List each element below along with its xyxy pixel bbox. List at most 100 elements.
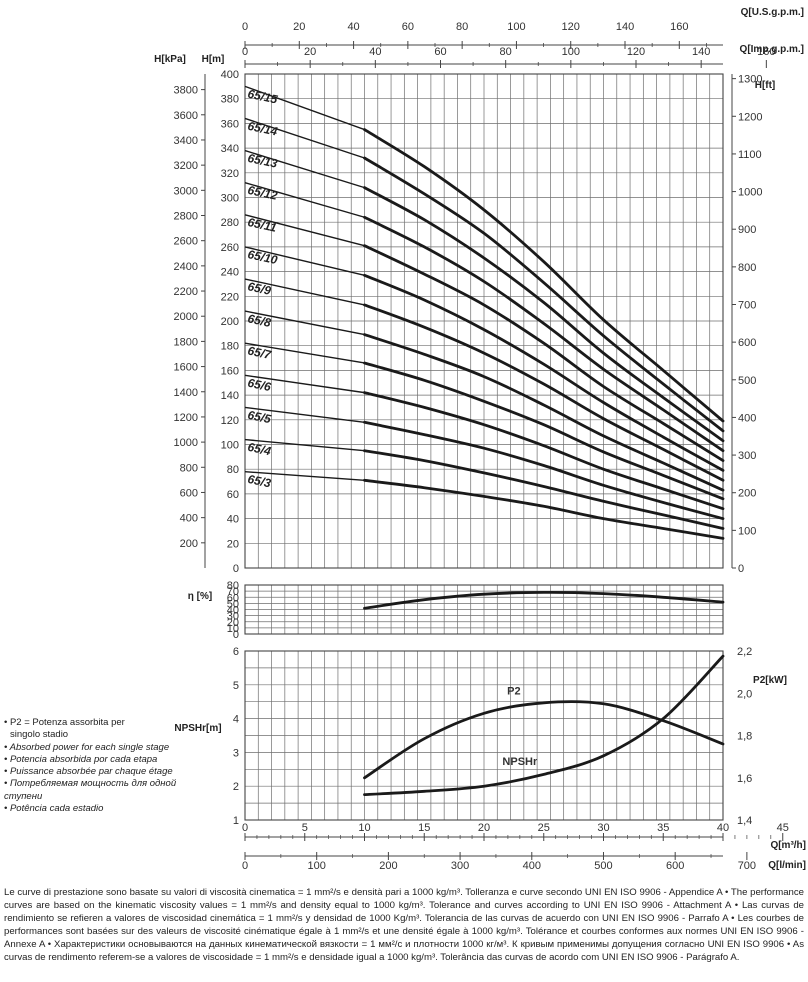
head-kpa-axis-label: H[kPa] [154,54,186,65]
flow-tick-label: 160 [757,46,775,58]
eff-axis-label: η [%] [188,591,212,602]
eff-tick: 40 [227,605,239,617]
lmin-axis-label: Q[l/min] [768,860,806,871]
flow-tick-label: 80 [456,21,468,33]
flow-tick-label: 40 [369,46,381,58]
flow-tick-label: 60 [402,21,414,33]
p2-tick: 1,8 [737,731,752,743]
head-curve-thin-65-15 [244,85,365,131]
flow-tick-label: 300 [451,860,469,872]
flow-tick-label: 0 [242,46,248,58]
eff-tick: 50 [227,598,239,610]
head-curve-65-3 [363,478,725,540]
m3h-axis-label: Q[m³/h] [770,840,806,851]
head-ft-axis-label: H[ft] [755,80,776,91]
npshr-curve-label: NPSHr [502,756,538,768]
npsh-tick: 4 [233,714,239,726]
series-label: 65/15 [246,87,279,107]
flow-tick-label: 10 [358,822,370,834]
head-curve-65-7 [363,361,725,501]
series-label: 65/6 [246,376,272,395]
legend-line: • Потребляемая мощность для одной ступен… [4,778,177,802]
flow-tick-label: 500 [594,860,612,872]
p2-curve [363,700,725,780]
npsh-tick: 2 [233,781,239,793]
head-ft-tick: 100 [738,525,756,537]
head-curve-65-5 [363,420,725,520]
curves [244,85,725,796]
head-m-tick: 0 [233,563,239,575]
flow-tick-label: 600 [666,860,684,872]
flow-tick-label: 35 [657,822,669,834]
head-m-tick: 280 [221,217,239,229]
plot-frames [201,41,784,860]
legend-line: • Potencia absorbida por cada etapa [4,753,158,765]
flow-tick-label: 5 [302,822,308,834]
flow-tick-label: 45 [777,822,789,834]
flow-tick-label: 80 [500,46,512,58]
flow-tick-label: 20 [293,21,305,33]
flow-tick-label: 140 [692,46,710,58]
npsh-axis-label: NPSHr[m] [174,723,221,734]
head-ft-tick: 0 [738,563,744,575]
head-ft-tick: 1100 [738,149,762,161]
head-curve-thin-65-7 [244,342,365,364]
head-ft-tick: 600 [738,337,756,349]
head-curve-65-15 [363,128,725,423]
head-ft-tick: 1300 [738,74,762,86]
series-label: 65/12 [246,183,279,203]
eff-tick: 20 [227,617,239,629]
head-kpa-tick: 3000 [174,185,198,197]
head-m-axis-label: H[m] [202,54,225,65]
impgpm-axis-label: Q[Imp.g.p.m.] [740,44,804,55]
flow-tick-label: 15 [418,822,430,834]
flow-tick-label: 120 [627,46,645,58]
head-curve-thin-65-8 [244,310,365,336]
efficiency-curve [363,590,725,610]
head-m-tick: 180 [221,341,239,353]
head-ft-tick: 400 [738,412,756,424]
eff-tick: 70 [227,586,239,598]
flow-tick-label: 200 [379,860,397,872]
head-m-tick: 20 [227,538,239,550]
head-m-tick: 320 [221,168,239,180]
flow-tick-label: 140 [616,21,634,33]
head-curve-65-13 [363,186,725,443]
head-m-tick: 360 [221,118,239,130]
head-kpa-tick: 800 [180,462,198,474]
head-kpa-tick: 1400 [174,387,198,399]
p2-tick: 1,6 [737,773,752,785]
head-curve-65-10 [363,273,725,472]
head-kpa-tick: 1600 [174,362,198,374]
head-ft-tick: 500 [738,375,756,387]
p2-tick: 2,0 [737,688,752,700]
head-curve-65-4 [363,449,725,530]
series-label: 65/10 [246,247,279,267]
head-kpa-tick: 600 [180,487,198,499]
flow-tick-label: 160 [670,21,688,33]
head-kpa-tick: 2600 [174,236,198,248]
head-curve-thin-65-13 [244,149,365,189]
head-m-tick: 100 [221,440,239,452]
plot-frame [244,584,724,635]
flow-tick-label: 40 [717,822,729,834]
head-curve-65-9 [363,303,725,482]
series-label: 65/13 [246,151,279,171]
head-m-tick: 260 [221,242,239,254]
head-ft-tick: 200 [738,488,756,500]
head-m-tick: 400 [221,69,239,81]
head-curve-thin-65-5 [244,406,365,423]
legend-line: • Absorbed power for each single stage [4,741,170,753]
head-curve-65-8 [363,333,725,492]
flow-tick-label: 20 [478,822,490,834]
head-m-tick: 40 [227,514,239,526]
legend-line: • Puissance absorbée par chaque étage [4,766,173,778]
series-label: 65/8 [246,311,272,330]
head-kpa-tick: 3600 [174,110,198,122]
flow-tick-label: 120 [562,21,580,33]
head-curve-thin-65-14 [244,117,365,159]
head-ft-tick: 1200 [738,111,762,123]
flow-tick-label: 30 [597,822,609,834]
